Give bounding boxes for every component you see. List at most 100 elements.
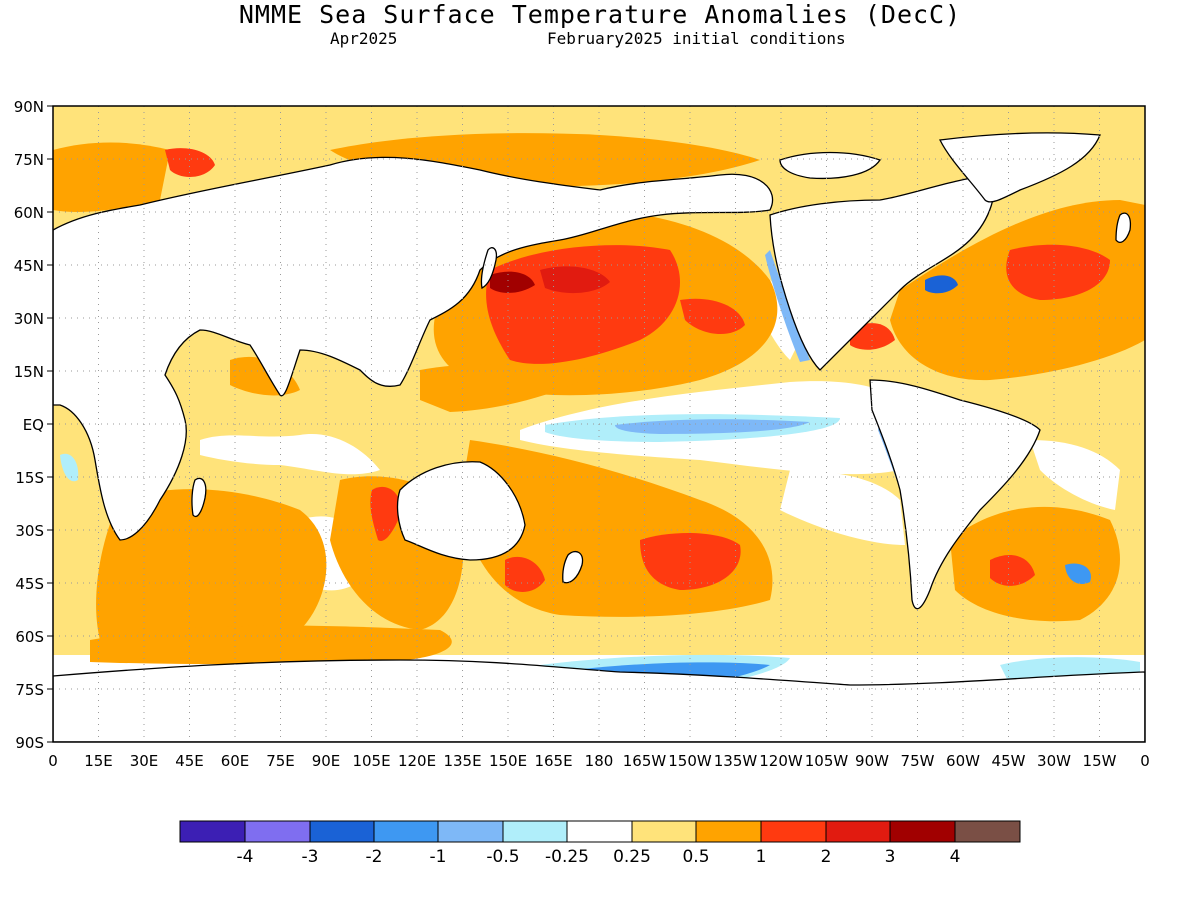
- lon-label: 120E: [398, 752, 436, 770]
- hot-barents-sea: [165, 148, 215, 177]
- colorbar-label: -0.25: [545, 847, 589, 867]
- land-new-zealand: [562, 551, 584, 584]
- colorbar-label: 3: [885, 847, 896, 867]
- warm-south-atlantic: [950, 506, 1120, 622]
- lat-label: 15N: [14, 363, 44, 381]
- lat-label: 60N: [14, 204, 44, 222]
- lon-label: 15W: [1083, 752, 1117, 770]
- colorbar-swatch: [695, 820, 762, 843]
- colorbar-label: 0.5: [682, 847, 709, 867]
- colorbar-swatch: [760, 820, 827, 843]
- hot-gulf-of-mexico: [850, 323, 895, 350]
- land-japan: [480, 247, 498, 289]
- colorbar: [179, 820, 1021, 843]
- lat-label: 45N: [14, 257, 44, 275]
- lon-label: 75E: [266, 752, 295, 770]
- lon-label: 150W: [668, 752, 712, 770]
- lat-label: 30S: [15, 522, 44, 540]
- neutral-east-pacific-south: [780, 470, 905, 545]
- land-south-america: [869, 379, 1041, 610]
- hot-west-australia: [370, 486, 402, 541]
- lon-label: 165E: [534, 752, 572, 770]
- lon-label: 90E: [312, 752, 341, 770]
- land-antarctica: [53, 659, 1145, 742]
- land-australia: [396, 461, 526, 561]
- lon-label: 135E: [443, 752, 481, 770]
- hot-south-pacific: [640, 533, 741, 590]
- lon-label: 60W: [946, 752, 980, 770]
- land-uk: [1115, 212, 1132, 243]
- lon-label: 135W: [714, 752, 758, 770]
- land-arctic-islands: [779, 151, 882, 180]
- latitude-labels: 90N 75N 60N 45N 30N 15N EQ 15S 30S 45S 6…: [14, 98, 44, 752]
- cool-gulf-stream: [925, 275, 958, 294]
- land-madagascar: [191, 477, 207, 518]
- hot-north-atlantic: [1006, 244, 1110, 300]
- hot-kuroshio-extension: [486, 245, 680, 364]
- colorbar-swatch: [437, 820, 504, 843]
- warm-south-indian: [96, 489, 327, 654]
- colorbar-label: -2: [366, 847, 383, 867]
- colorbar-labels: -4 -3 -2 -1 -0.5 -0.25 0.25 0.5 1 2 3 4: [237, 847, 961, 867]
- lon-label: 90W: [855, 752, 889, 770]
- lon-label: 0: [48, 752, 58, 770]
- colorbar-swatch: [502, 820, 568, 843]
- hot-northeast-pacific: [680, 298, 745, 335]
- neutral-south-atlantic: [1030, 440, 1120, 510]
- cool-south-atlantic: [1065, 563, 1091, 585]
- warm-west-pacific-tropics: [420, 364, 600, 412]
- lat-label: 30N: [14, 310, 44, 328]
- lat-label: 60S: [15, 628, 44, 646]
- lat-label: 45S: [15, 575, 44, 593]
- lon-label: 150E: [489, 752, 527, 770]
- lon-label: 180: [585, 752, 614, 770]
- land-africa-eurasia: [53, 156, 774, 541]
- colorbar-swatch: [825, 820, 891, 843]
- colorbar-swatch: [889, 820, 956, 843]
- lat-label: 15S: [15, 469, 44, 487]
- colorbar-swatch: [373, 820, 439, 843]
- lon-label: 45E: [175, 752, 204, 770]
- cool-southwest-indian: [60, 453, 79, 482]
- warm-north-atlantic-polar: [53, 142, 170, 212]
- lat-label: 75N: [14, 151, 44, 169]
- lat-label: EQ: [23, 416, 44, 434]
- colorbar-swatch: [179, 820, 246, 843]
- longitude-labels: 0 15E 30E 45E 60E 75E 90E 105E 120E 135E…: [48, 752, 1150, 770]
- colorbar-label: -0.5: [486, 847, 519, 867]
- axis-ticks: [47, 105, 53, 743]
- chart-title: NMME Sea Surface Temperature Anomalies (…: [238, 0, 962, 29]
- very-hot-japan-east: [490, 271, 535, 293]
- colorbar-label: 0.25: [613, 847, 651, 867]
- lon-label: 165W: [623, 752, 667, 770]
- cool-equatorial-pacific-core: [615, 419, 810, 434]
- lon-label: 75W: [901, 752, 935, 770]
- colorbar-swatch: [566, 820, 633, 843]
- very-hot-north-pacific-core: [540, 266, 610, 294]
- colorbar-swatch: [244, 820, 311, 843]
- lon-label: 105E: [352, 752, 390, 770]
- lon-label: 30W: [1037, 752, 1071, 770]
- colorbar-label: 2: [821, 847, 832, 867]
- anomaly-field: [53, 106, 1145, 742]
- land-greenland: [939, 132, 1101, 203]
- lead-month-label: Apr2025: [330, 29, 398, 48]
- colorbar-label: -3: [302, 847, 319, 867]
- colorbar-swatch: [954, 820, 1021, 843]
- initial-conditions-label: February2025 initial conditions: [547, 29, 846, 48]
- lat-label: 75S: [15, 681, 44, 699]
- lon-label: 0: [1140, 752, 1150, 770]
- hot-south-atlantic: [990, 555, 1035, 586]
- colorbar-swatch: [631, 820, 697, 843]
- lat-label: 90N: [14, 98, 44, 116]
- lon-label: 120W: [759, 752, 803, 770]
- lon-label: 30E: [130, 752, 159, 770]
- lat-label: 90S: [15, 734, 44, 752]
- colorbar-swatch: [309, 820, 375, 843]
- graticule: [53, 106, 1145, 742]
- lon-label: 60E: [221, 752, 250, 770]
- continents: [53, 132, 1145, 742]
- lon-label: 15E: [84, 752, 113, 770]
- colorbar-label: 1: [756, 847, 767, 867]
